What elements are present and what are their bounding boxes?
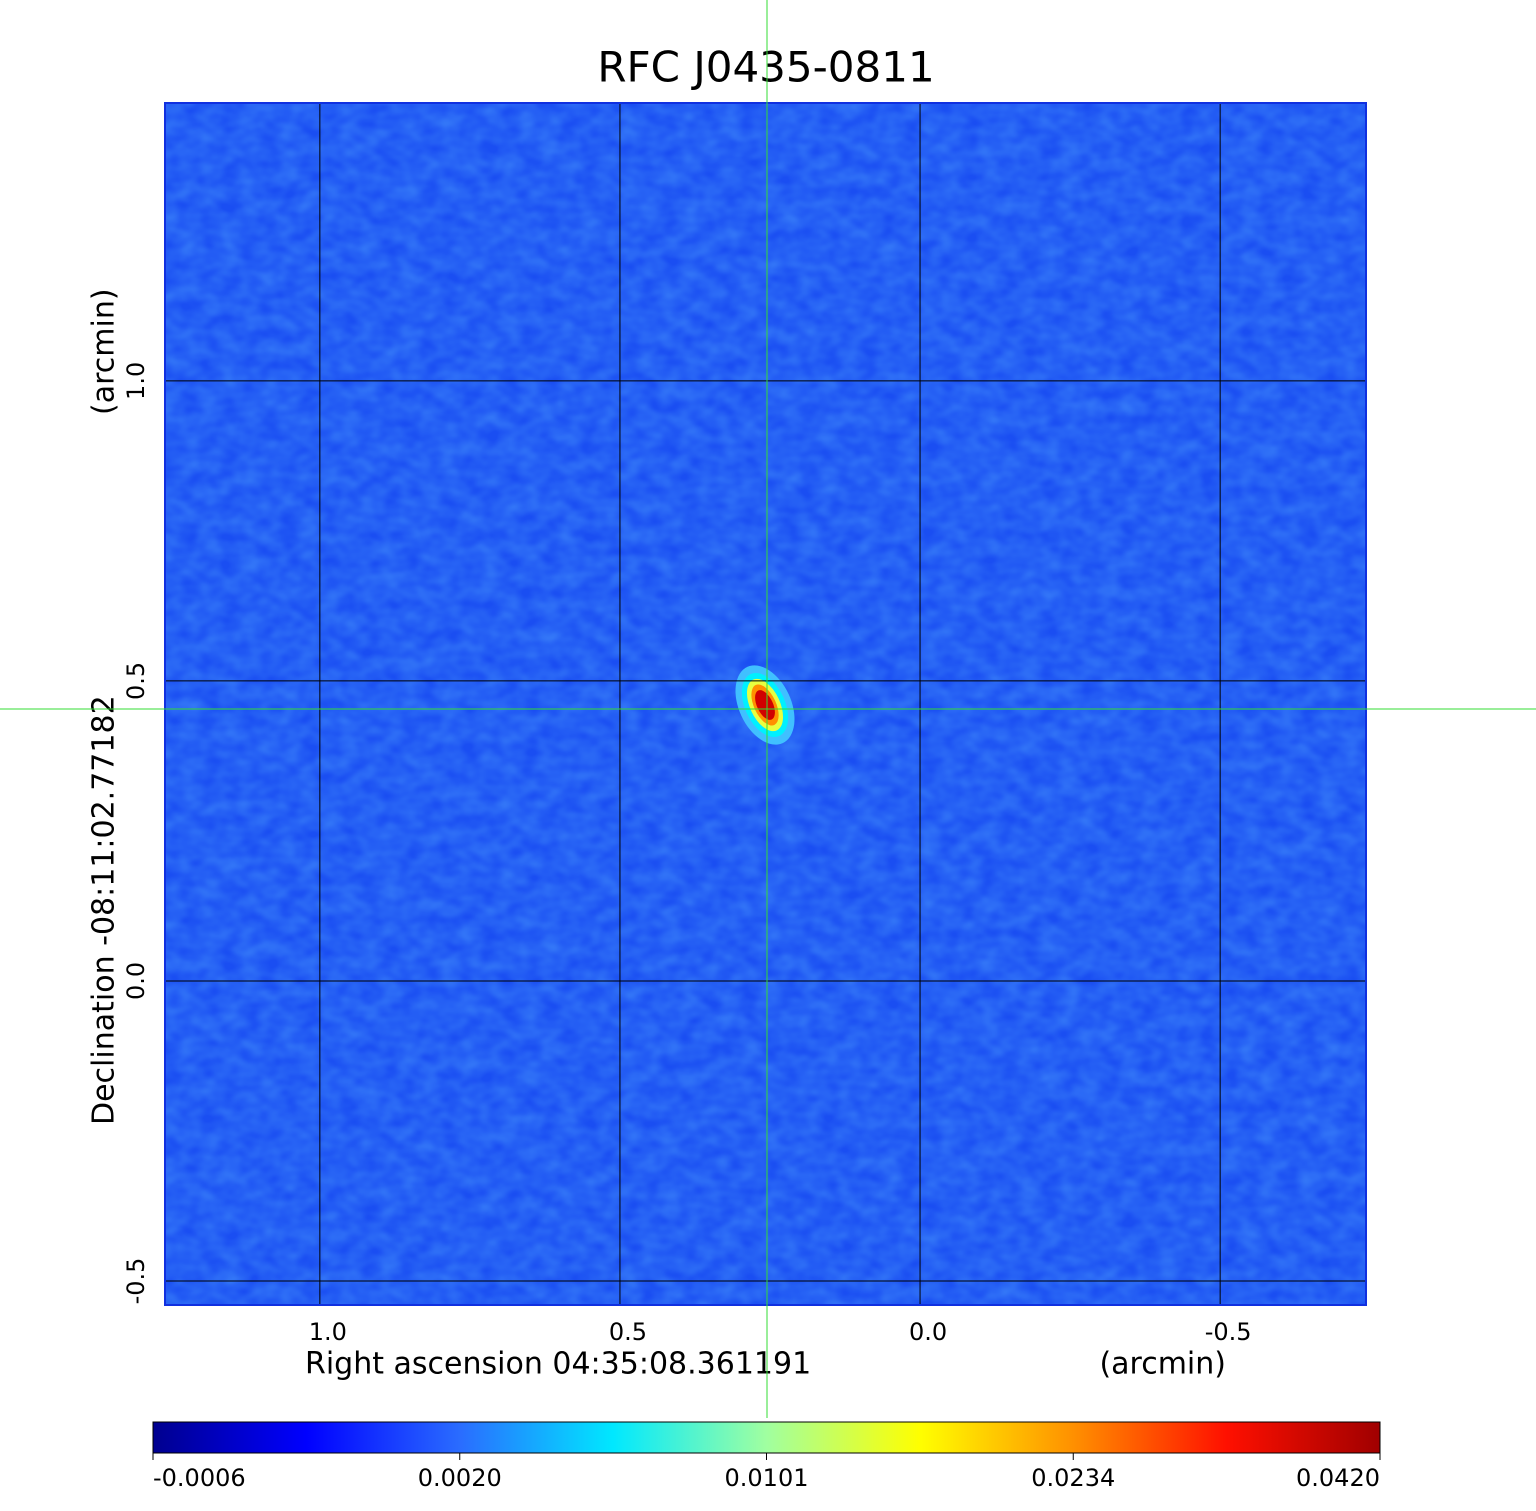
y-tick-label: 0.5 (122, 662, 150, 700)
x-axis-label: Right ascension 04:35:08.361191 (305, 1347, 811, 1382)
plot-frame (164, 102, 1367, 1306)
colorbar (152, 1421, 1381, 1454)
y-axis-label: Declination -08:11:02.77182 (87, 695, 122, 1125)
x-tick-label: 0.5 (609, 1318, 647, 1346)
y-tick-label: -0.5 (122, 1258, 150, 1305)
chart-title: RFC J0435-0811 (597, 43, 934, 92)
colorbar-tick-label: 0.0420 (1296, 1464, 1380, 1492)
y-tick-label: 1.0 (122, 362, 150, 400)
source (735, 665, 795, 745)
colorbar-tick-label: -0.0006 (153, 1464, 246, 1492)
colorbar-tick-label: 0.0234 (1031, 1464, 1115, 1492)
x-tick-label: -0.5 (1205, 1318, 1252, 1346)
colorbar-tick-label: 0.0101 (725, 1464, 809, 1492)
y-axis-unit: (arcmin) (87, 288, 122, 415)
y-tick-label: 0.0 (122, 962, 150, 1000)
x-axis-unit: (arcmin) (1099, 1347, 1226, 1382)
x-tick-label: 0.0 (909, 1318, 947, 1346)
x-tick-label: 1.0 (309, 1318, 347, 1346)
colorbar-tick-label: 0.0020 (418, 1464, 502, 1492)
